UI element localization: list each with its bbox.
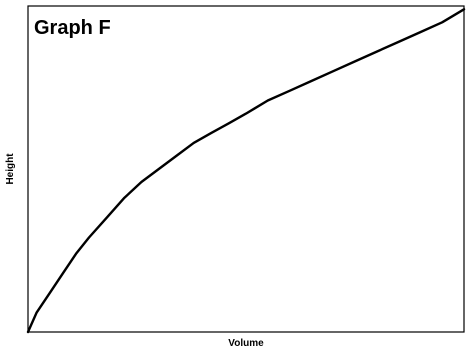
chart-title: Graph F	[34, 17, 111, 39]
series-line	[26, 8, 466, 334]
y-axis-label: Height	[5, 153, 16, 185]
plot-frame	[27, 5, 465, 333]
x-axis-label: Volume	[228, 338, 264, 349]
